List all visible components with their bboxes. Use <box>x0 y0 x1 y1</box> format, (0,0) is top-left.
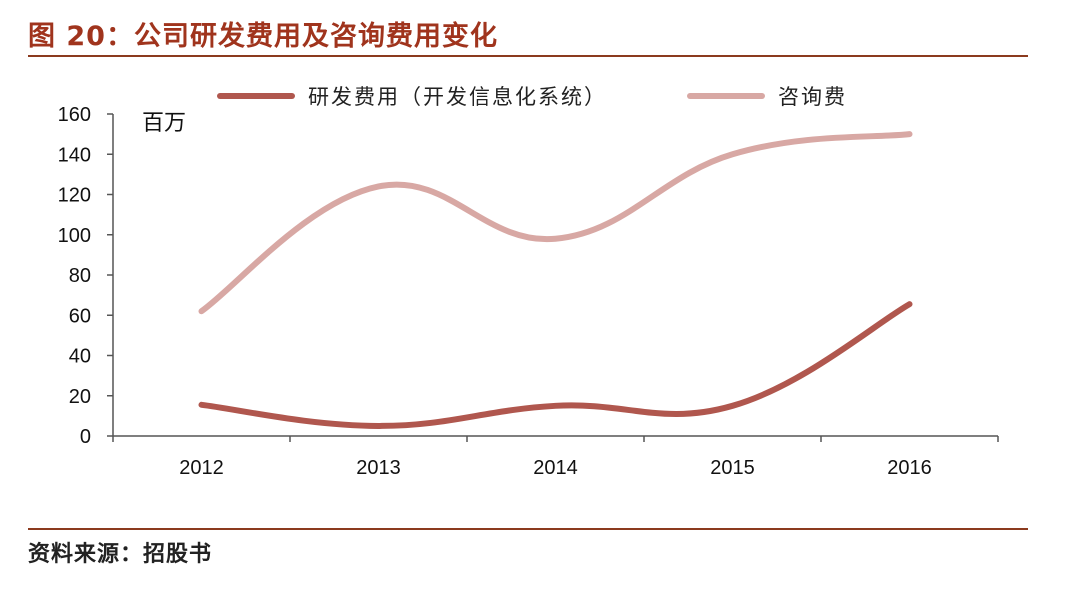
y-tick-label: 160 <box>58 104 91 126</box>
series-line-1 <box>198 131 913 315</box>
x-tick-label: 2014 <box>533 457 578 479</box>
y-tick-label: 20 <box>69 386 91 408</box>
chart-legend: 研发费用（开发信息化系统） 咨询费 <box>217 85 847 109</box>
title-rule <box>28 55 1028 57</box>
series-lines <box>198 131 913 429</box>
y-tick-label: 60 <box>69 305 91 327</box>
y-tick-label: 100 <box>58 225 91 247</box>
y-tick-label: 120 <box>58 185 91 207</box>
y-tick-label: 0 <box>80 426 91 448</box>
legend-label: 研发费用（开发信息化系统） <box>308 85 607 109</box>
x-tick-label: 2013 <box>356 457 401 479</box>
y-tick-label: 140 <box>58 144 91 166</box>
legend-label: 咨询费 <box>778 85 847 109</box>
x-tick-label: 2016 <box>887 457 932 479</box>
source-rule <box>28 528 1028 530</box>
chart-title: 图 20：公司研发费用及咨询费用变化 <box>28 21 498 52</box>
x-tick-label: 2012 <box>179 457 224 479</box>
y-tick-label: 40 <box>69 346 91 368</box>
y-tick-label: 80 <box>69 265 91 287</box>
y-unit-label: 百万 <box>142 111 186 136</box>
source-note: 资料来源：招股书 <box>28 542 213 567</box>
chart-axes: 0 20 40 60 80 100 120 140 160 2012 2013 2014 2015 201… <box>58 104 999 479</box>
x-tick-label: 2015 <box>710 457 755 479</box>
series-line-0 <box>198 301 913 429</box>
